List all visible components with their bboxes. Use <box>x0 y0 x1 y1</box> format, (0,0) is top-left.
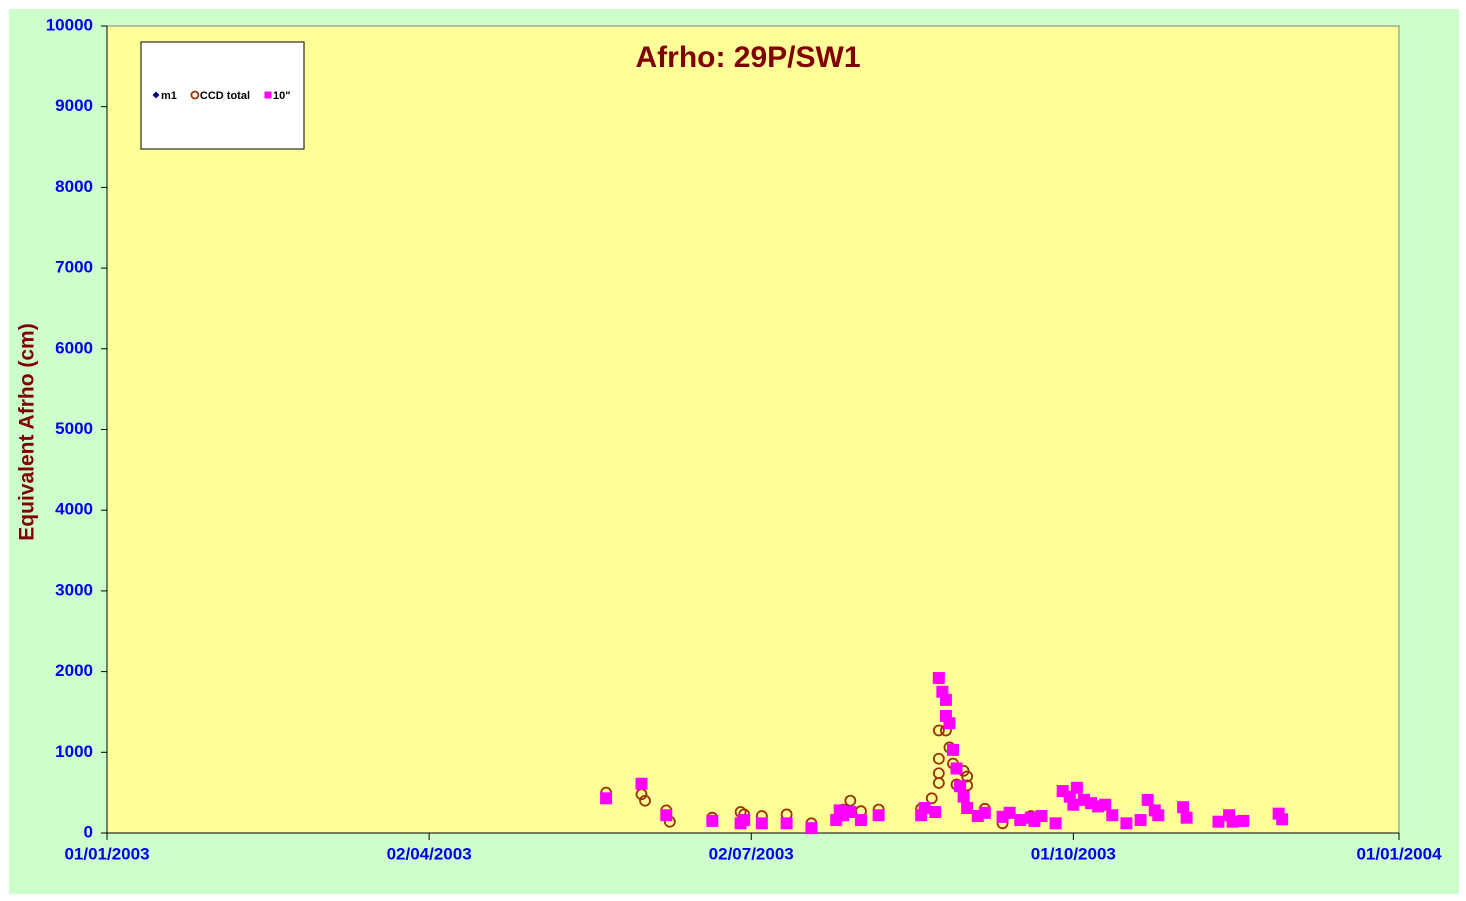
point <box>1014 814 1027 827</box>
point <box>1003 806 1016 819</box>
point <box>932 777 945 789</box>
point <box>957 790 970 803</box>
point <box>950 762 963 775</box>
point <box>844 794 857 807</box>
point <box>872 809 885 822</box>
point <box>805 822 818 835</box>
point <box>1070 781 1083 794</box>
point <box>1226 815 1239 828</box>
point <box>1134 814 1147 827</box>
point <box>1152 809 1165 822</box>
y-tick-label: 8000 <box>55 177 93 196</box>
point <box>780 817 793 830</box>
point <box>925 792 938 805</box>
y-tick-label: 3000 <box>55 580 93 599</box>
x-tick-label: 02/04/2003 <box>387 844 472 863</box>
point <box>978 806 991 819</box>
point <box>635 777 648 790</box>
chart-title: Afrho: 29P/SW1 <box>635 41 860 74</box>
point <box>1177 801 1190 814</box>
point <box>1212 815 1225 828</box>
point <box>1035 810 1048 823</box>
point <box>932 672 945 685</box>
point <box>1180 811 1193 824</box>
plot-area <box>106 25 1400 834</box>
y-tick-label: 1000 <box>55 742 93 761</box>
point <box>943 717 956 730</box>
y-tick-label: 5000 <box>55 419 93 438</box>
y-tick-label: 4000 <box>55 500 93 519</box>
point <box>946 743 959 756</box>
y-tick-label: 7000 <box>55 258 93 277</box>
legend-marker <box>264 91 272 99</box>
y-tick-label: 2000 <box>55 661 93 680</box>
point <box>600 792 613 805</box>
point <box>639 794 651 807</box>
y-tick-label: 10000 <box>46 15 93 34</box>
point <box>738 814 751 827</box>
legend: m1 CCD total 10" <box>152 90 290 102</box>
point <box>961 801 974 814</box>
x-tick-label: 01/10/2003 <box>1031 844 1116 863</box>
legend-marker <box>152 91 160 99</box>
point <box>1276 813 1289 826</box>
x-tick-label: 01/01/2004 <box>1356 844 1442 863</box>
point <box>706 814 719 827</box>
legend-label: 10" <box>273 90 290 102</box>
y-tick-label: 9000 <box>55 96 93 115</box>
point <box>854 814 867 827</box>
point <box>1237 814 1250 827</box>
point <box>1099 798 1112 811</box>
point <box>755 817 768 830</box>
point <box>1120 817 1133 830</box>
point <box>660 809 673 822</box>
point <box>1106 809 1119 822</box>
point <box>954 780 967 793</box>
point <box>844 806 857 819</box>
legend-box <box>140 41 305 150</box>
point <box>961 770 974 783</box>
y-axis-label: Equivalent Afrho (cm) <box>16 323 39 540</box>
point <box>932 724 945 737</box>
x-tick-label: 02/07/2003 <box>709 844 794 863</box>
point <box>918 801 931 814</box>
point <box>939 693 952 706</box>
x-tick-label: 01/01/2003 <box>64 844 149 863</box>
y-tick-label: 0 <box>84 822 93 841</box>
point <box>929 806 942 819</box>
point <box>1049 817 1062 830</box>
legend-marker <box>190 90 200 100</box>
legend-label: m1 <box>161 90 177 102</box>
y-tick-label: 6000 <box>55 338 93 357</box>
point <box>1067 798 1080 811</box>
point <box>932 752 945 765</box>
legend-label: CCD total <box>200 90 250 102</box>
point <box>1141 793 1154 806</box>
